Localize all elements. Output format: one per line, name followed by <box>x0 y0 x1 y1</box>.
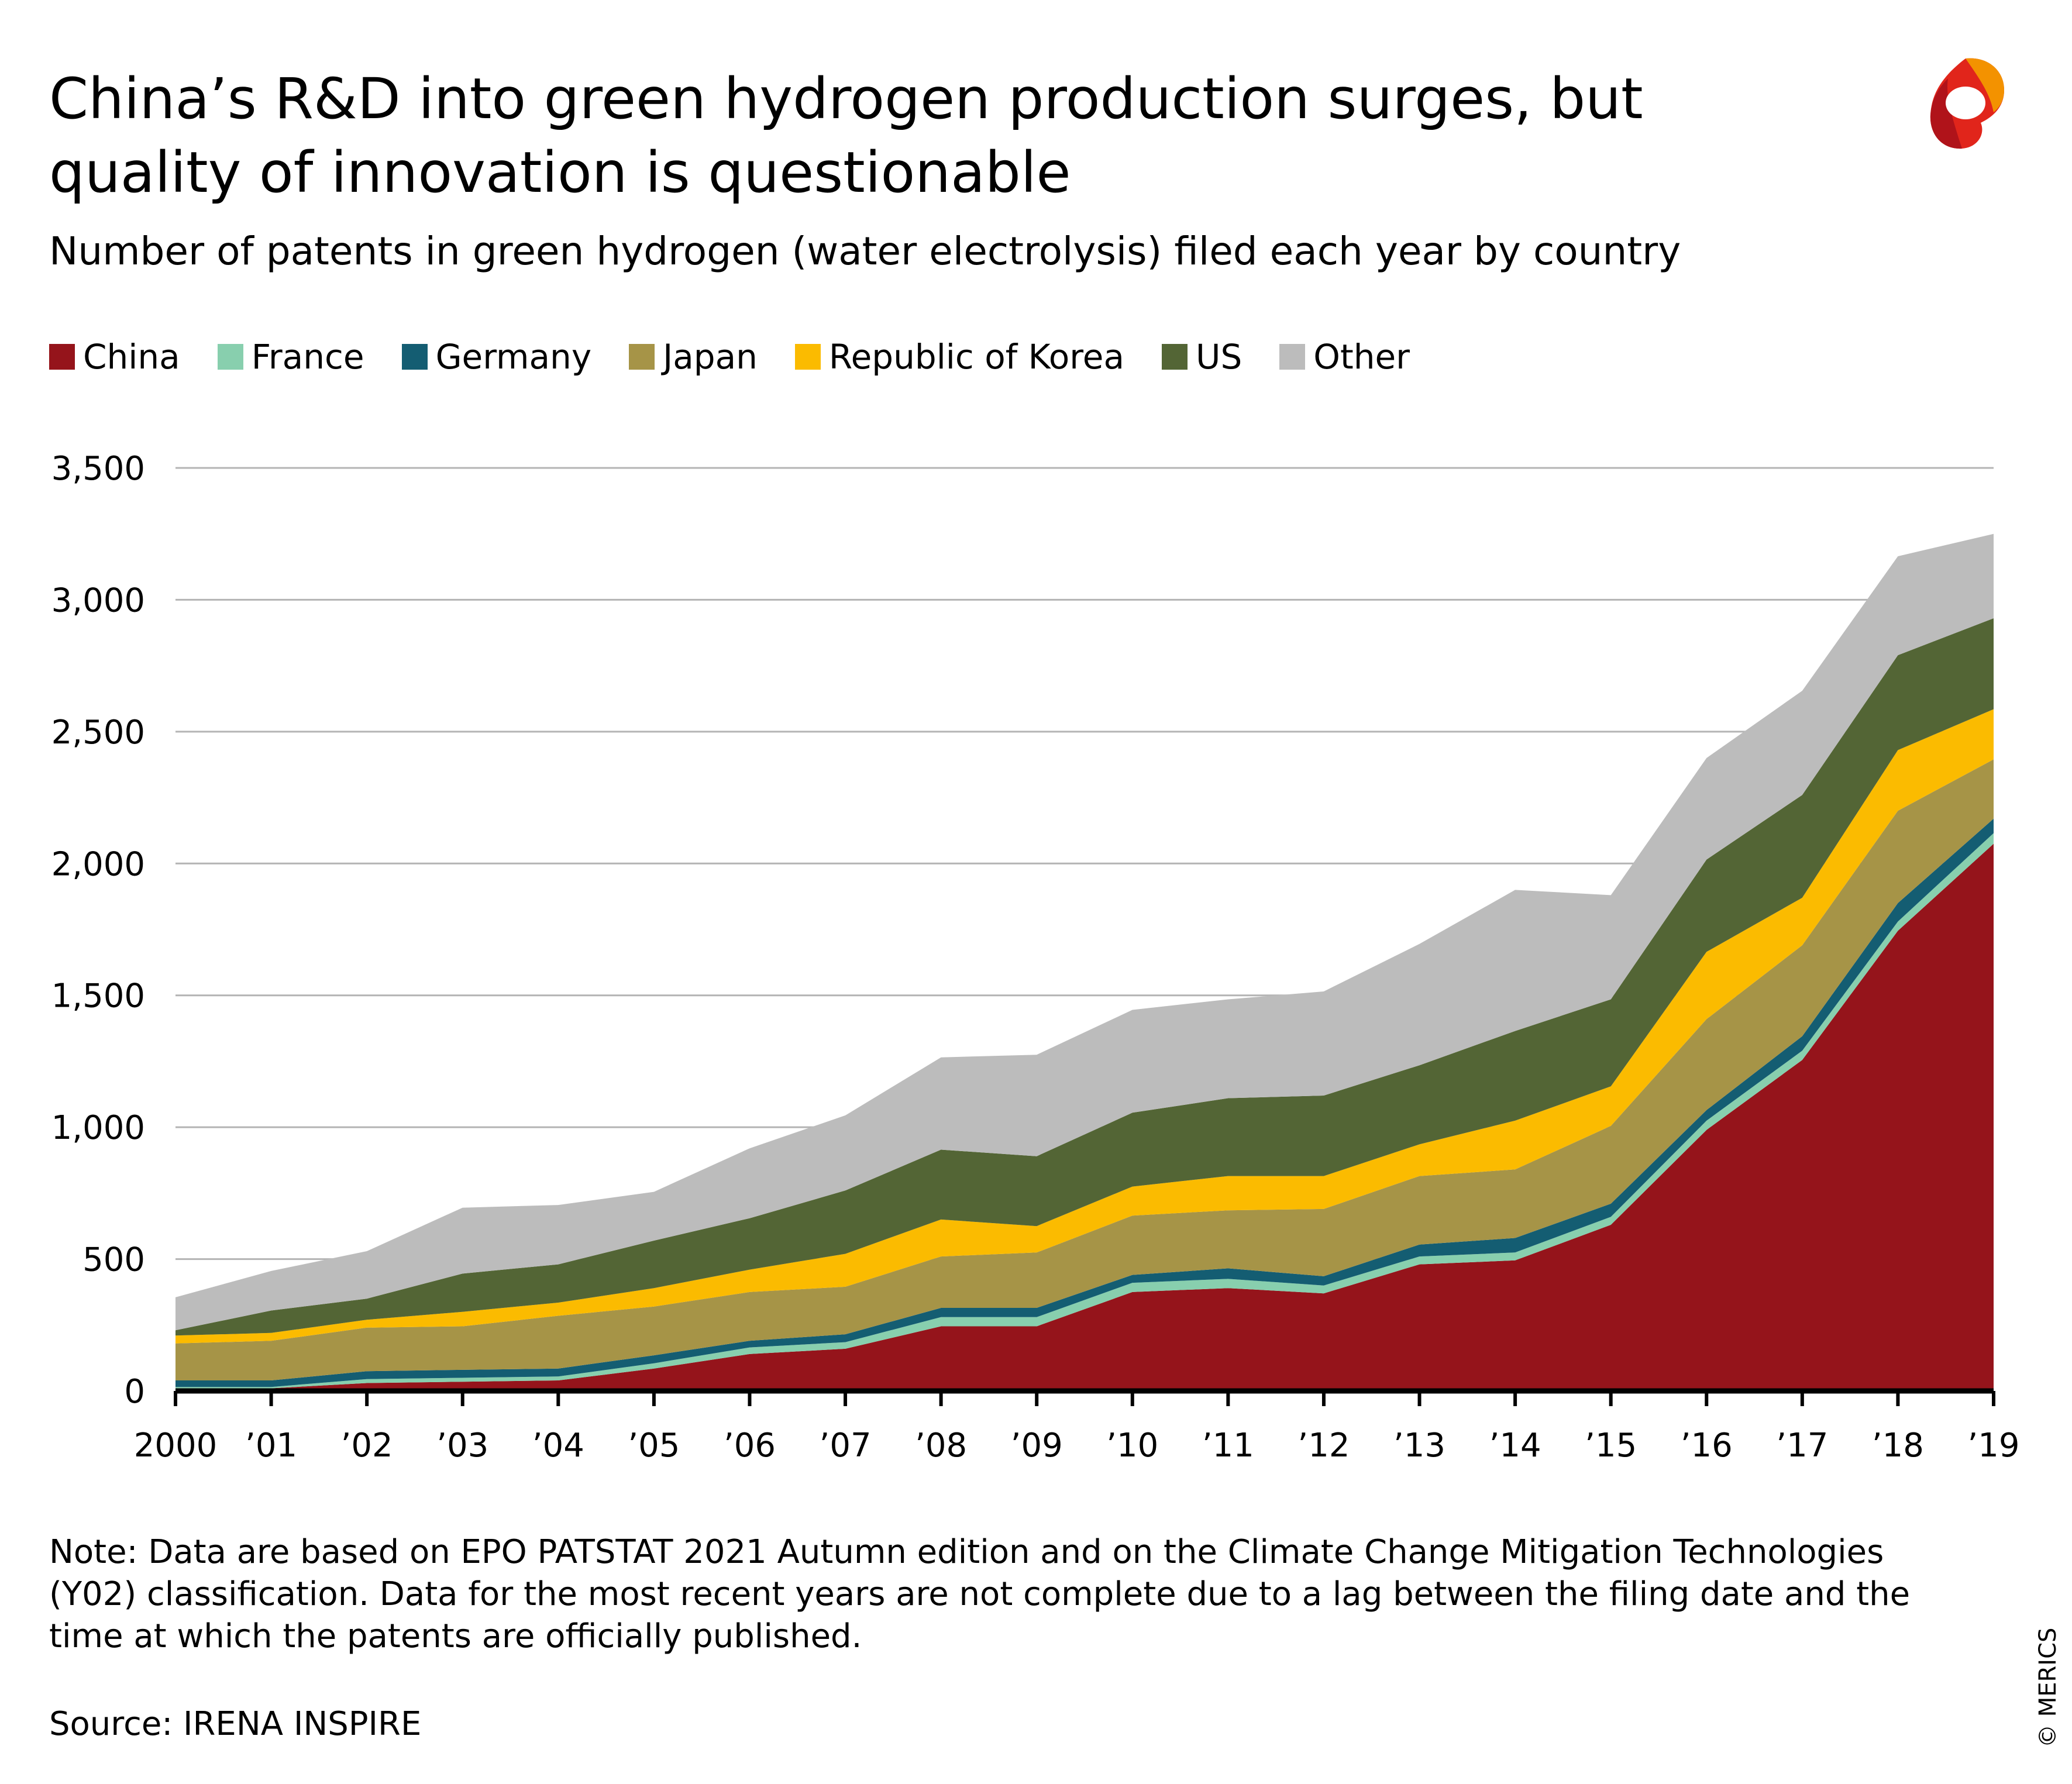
y-tick-label: 3,500 <box>51 450 145 488</box>
legend-item-us: US <box>1162 337 1242 377</box>
chart-source: Source: IRENA INSPIRE <box>49 1705 422 1743</box>
x-tick-label: ’06 <box>724 1427 776 1465</box>
x-tick-label: 2000 <box>134 1427 218 1465</box>
x-tick-label: ’12 <box>1297 1427 1350 1465</box>
x-tick-label: ’07 <box>820 1427 872 1465</box>
y-tick-label: 2,500 <box>51 714 145 752</box>
x-tick-label: ’03 <box>436 1427 488 1465</box>
legend-item-france: France <box>217 337 364 377</box>
legend: China France Germany Japan Republic of Korea… <box>49 333 1447 380</box>
x-tick-label: ’15 <box>1585 1427 1637 1465</box>
x-tick-label: ’01 <box>245 1427 297 1465</box>
area-other <box>175 533 1994 1331</box>
x-tick-label: ’11 <box>1202 1427 1254 1465</box>
copyright-notice: © MERICS <box>2035 1627 2061 1748</box>
legend-swatch <box>1162 344 1188 370</box>
legend-swatch <box>629 344 655 370</box>
legend-label: US <box>1196 337 1242 377</box>
x-tick-label: ’16 <box>1681 1427 1733 1465</box>
legend-swatch <box>794 344 821 370</box>
area-japan <box>175 759 1994 1380</box>
x-tick-label: ’13 <box>1393 1427 1445 1465</box>
y-tick-label: 1,500 <box>51 977 145 1015</box>
y-tick-label: 1,000 <box>51 1109 145 1147</box>
x-tick-label: ’02 <box>341 1427 393 1465</box>
legend-swatch <box>1279 344 1306 370</box>
y-tick-label: 3,000 <box>51 581 145 619</box>
area-republic-of-korea <box>175 709 1994 1344</box>
x-tick-label: ’09 <box>1011 1427 1063 1465</box>
legend-label: Republic of Korea <box>828 337 1125 377</box>
legend-item-other: Other <box>1279 337 1410 377</box>
legend-label: Other <box>1313 337 1410 377</box>
chart-subtitle: Number of patents in green hydrogen (wat… <box>49 229 1681 274</box>
y-tick-label: 500 <box>82 1241 145 1279</box>
x-tick-label: ’08 <box>915 1427 967 1465</box>
x-tick-label: ’14 <box>1489 1427 1541 1465</box>
y-tick-label: 2,000 <box>51 845 145 883</box>
area-china <box>175 843 1994 1391</box>
merics-logo-icon <box>1930 58 2004 149</box>
x-tick-label: ’05 <box>628 1427 680 1465</box>
x-tick-label: ’18 <box>1872 1427 1924 1465</box>
area-france <box>175 833 1994 1389</box>
legend-label: China <box>83 337 180 377</box>
x-tick-label: ’10 <box>1106 1427 1158 1465</box>
y-tick-label: 0 <box>124 1373 145 1411</box>
chart-note: Note: Data are based on EPO PATSTAT 2021… <box>49 1533 1911 1655</box>
legend-item-germany: Germany <box>401 337 592 377</box>
x-tick-label: ’04 <box>532 1427 584 1465</box>
area-us <box>175 618 1994 1336</box>
stacked-area-chart: 0 500 1,000 1,500 2,000 2,500 3,000 3,500 2000 ’0… <box>51 450 2020 1465</box>
legend-label: Germany <box>435 337 592 377</box>
chart-title: China’s R&D into green hydrogen producti… <box>49 66 1643 205</box>
legend-item-republic-of-korea: Republic of Korea <box>794 337 1125 377</box>
legend-swatch <box>401 344 428 370</box>
legend-item-china: China <box>49 337 180 377</box>
legend-label: France <box>251 337 364 377</box>
legend-label: Japan <box>663 337 758 377</box>
legend-item-japan: Japan <box>629 337 758 377</box>
legend-swatch <box>49 344 75 370</box>
x-tick-label: ’19 <box>1967 1427 2019 1465</box>
legend-swatch <box>217 344 243 370</box>
x-tick-label: ’17 <box>1776 1427 1828 1465</box>
